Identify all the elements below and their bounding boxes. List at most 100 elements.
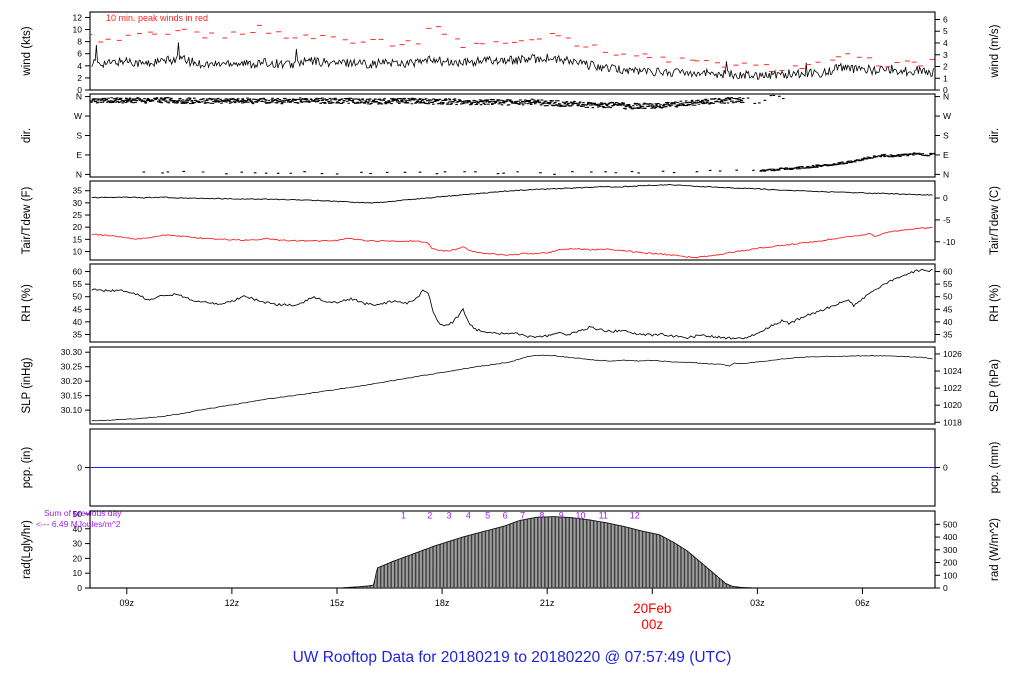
ytick-left-wind: 8 xyxy=(77,37,82,47)
xtick-09z: 09z xyxy=(120,598,135,608)
ytick-right-pcp: 0 xyxy=(943,463,948,473)
series-slp xyxy=(91,354,933,422)
marker-rad-1: 1 xyxy=(401,511,406,521)
panel-rh: 35 40 45 50 55 60 35 40 45 50 55 60 RH (%) RH (%) xyxy=(21,263,1001,343)
ytick-right-rad: 200 xyxy=(943,558,957,568)
ytick-left-rad: 0 xyxy=(77,583,82,593)
ytick-right-slp: 1026 xyxy=(943,349,962,359)
marker-rad-12: 12 xyxy=(630,511,640,521)
ylabel-left-slp: SLP (inHg) xyxy=(21,357,33,413)
ylabel-left-rad: rad(Lgly/hr) xyxy=(21,520,33,579)
ytick-left-slp: 30.25 xyxy=(61,362,83,372)
series-group-temp xyxy=(91,183,933,259)
ylabel-right-temp: Tair/Tdew (C) xyxy=(989,186,1001,255)
ytick-left-slp: 30.30 xyxy=(61,347,83,357)
ylabel-left-pcp: pcp. (in) xyxy=(21,447,33,489)
panel-pcp: 0 0 pcp. (in) pcp. (mm) xyxy=(21,428,1001,507)
marker-rad-10: 10 xyxy=(575,511,585,521)
marker-rad-3: 3 xyxy=(447,511,452,521)
xtick-18z: 18z xyxy=(435,598,450,608)
ytick-left-rad: 40 xyxy=(73,524,83,534)
ytick-right-rh: 50 xyxy=(943,292,953,302)
ytick-left-temp: 10 xyxy=(73,246,83,256)
ytick-left-wind: 0 xyxy=(77,85,82,95)
ytick-right-temp: -10 xyxy=(943,237,956,247)
series-rh xyxy=(91,268,933,340)
ytick-right-rh: 45 xyxy=(943,304,953,314)
series-group-rh xyxy=(91,268,933,340)
ytick-left-rad: 20 xyxy=(73,553,83,563)
ytick-left-temp: 20 xyxy=(73,222,83,232)
ytick-right-rh: 40 xyxy=(943,317,953,327)
marker-rad-7: 7 xyxy=(520,511,525,521)
panel-temp: 10 15 20 25 30 35 0 -5 -10 Tair/Tdew (F) Tair/Tdew… xyxy=(21,180,1001,261)
ytick-right-rad: 100 xyxy=(943,570,957,580)
marker-rad-5: 5 xyxy=(485,511,490,521)
ytick-left-rh: 50 xyxy=(73,292,83,302)
ylabel-left-temp: Tair/Tdew (F) xyxy=(21,186,33,254)
ytick-right-dir: N xyxy=(943,169,949,179)
series-tdew xyxy=(91,226,933,259)
ylabel-left-rh: RH (%) xyxy=(21,284,33,322)
ytick-right-rad: 300 xyxy=(943,545,957,555)
ytick-left-rh: 55 xyxy=(73,279,83,289)
ytick-right-rad: 0 xyxy=(943,583,948,593)
ytick-right-rh: 55 xyxy=(943,279,953,289)
ytick-left-rh: 40 xyxy=(73,317,83,327)
ytick-right-wind: 6 xyxy=(943,15,948,25)
ytick-left-dir: E xyxy=(76,150,82,160)
series-avg-wind xyxy=(91,42,934,80)
series-tair xyxy=(91,183,933,204)
series-dir-low-n-sparse xyxy=(142,169,755,175)
ytick-right-rad: 400 xyxy=(943,532,957,542)
ytick-left-slp: 30.10 xyxy=(61,405,83,415)
ytick-left-wind: 6 xyxy=(77,49,82,59)
ylabel-right-wind: wind (m/s) xyxy=(989,24,1001,78)
marker-rad-6: 6 xyxy=(503,511,508,521)
series-group-rad xyxy=(343,516,754,588)
marker-rad-4: 4 xyxy=(466,511,471,521)
ytick-left-dir: N xyxy=(76,92,82,102)
ytick-right-rad: 500 xyxy=(943,519,957,529)
ytick-left-dir: N xyxy=(76,169,82,179)
ytick-left-wind: 12 xyxy=(73,12,83,22)
ytick-left-wind: 4 xyxy=(77,61,82,71)
series-group-dir xyxy=(90,94,935,175)
annotation-rad-1: <--- 6.49 MJoules/m^2 xyxy=(36,519,121,529)
xtick-12z: 12z xyxy=(225,598,240,608)
ytick-right-rh: 35 xyxy=(943,329,953,339)
ytick-right-slp: 1024 xyxy=(943,366,962,376)
ylabel-right-dir: dir. xyxy=(989,128,1001,143)
xtick-03z: 03z xyxy=(750,598,765,608)
series-dir-nnw-band xyxy=(90,97,745,110)
series-dir-nnw-sparse xyxy=(740,94,785,105)
ytick-left-rh: 35 xyxy=(73,329,83,339)
ytick-left-slp: 30.20 xyxy=(61,376,83,386)
ytick-right-slp: 1022 xyxy=(943,383,962,393)
ytick-right-rh: 60 xyxy=(943,267,953,277)
ylabel-left-wind: wind (kts) xyxy=(21,26,33,76)
ylabel-right-rad: rad (W/m^2) xyxy=(989,518,1001,581)
series-group-slp xyxy=(91,354,933,422)
ytick-right-dir: S xyxy=(943,131,949,141)
ytick-right-wind: 3 xyxy=(943,50,948,60)
series-solar-radiation-fill xyxy=(343,516,753,588)
marker-rad-2: 2 xyxy=(427,511,432,521)
chart-title: UW Rooftop Data for 20180219 to 20180220… xyxy=(293,649,732,666)
annotation-rad-0: Sum of previous day xyxy=(44,508,122,518)
xtick-21z: 21z xyxy=(540,598,555,608)
panel-slp: 30.10 30.15 30.20 30.25 30.30 1018 1020 1022 102… xyxy=(21,346,1001,427)
series-dir-easterly-band xyxy=(759,152,935,172)
ytick-right-wind: 4 xyxy=(943,38,948,48)
marker-rad-9: 9 xyxy=(559,511,564,521)
ytick-right-wind: 5 xyxy=(943,26,948,36)
ytick-right-dir: N xyxy=(943,92,949,102)
series-peak-wind-10min xyxy=(90,24,935,72)
ytick-left-dir: W xyxy=(74,111,82,121)
annotation-wind-0: 10 min. peak winds in red xyxy=(106,13,208,23)
ytick-left-wind: 10 xyxy=(73,25,83,35)
ytick-left-slp: 30.15 xyxy=(61,391,83,401)
